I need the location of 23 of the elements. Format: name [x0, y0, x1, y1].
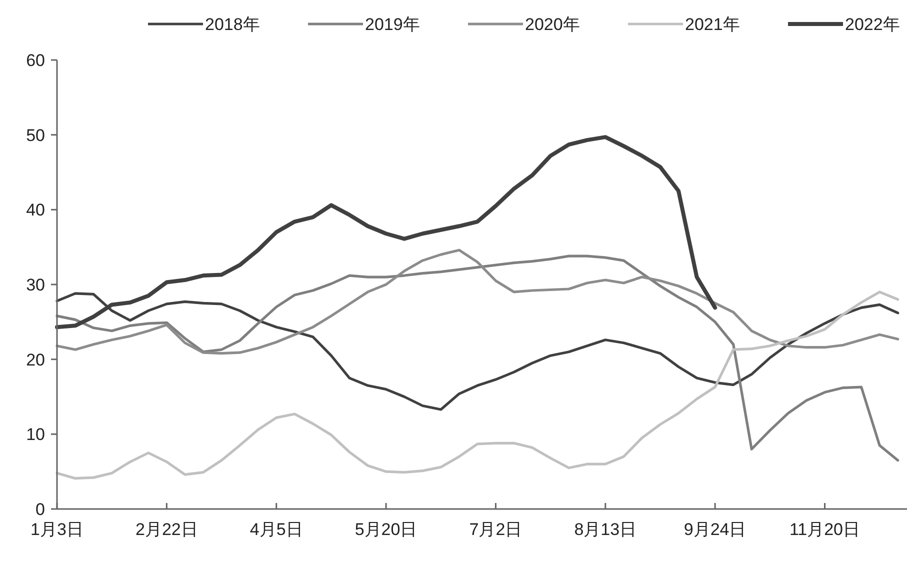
x-tick-label: 5月20日: [354, 520, 418, 539]
legend-label: 2019年: [365, 14, 420, 34]
legend-label: 2018年: [205, 14, 260, 34]
y-tick-label: 40: [26, 200, 45, 220]
x-tick-label: 7月2日: [469, 520, 522, 539]
x-tick-label: 8月13日: [574, 520, 637, 539]
x-tick-label: 2月22日: [135, 520, 198, 539]
line-series: [56, 248, 900, 355]
y-tick-label: 20: [26, 350, 45, 370]
x-tick-label: 11月20日: [789, 520, 860, 539]
y-tick-label: 30: [26, 275, 45, 294]
line-series: [56, 290, 900, 480]
x-tick-label: 4月5日: [250, 520, 303, 539]
x-tick-label: 1月3日: [30, 520, 84, 539]
legend-label: 2020年: [525, 14, 580, 34]
y-tick-label: 60: [26, 50, 45, 70]
x-tick-label: 9月24日: [684, 520, 746, 539]
y-tick-label: 50: [26, 126, 45, 145]
legend-label: 2022年: [845, 14, 900, 34]
y-tick-label: 0: [36, 500, 45, 519]
line-series: [56, 254, 900, 462]
y-tick-label: 10: [26, 425, 45, 444]
legend-label: 2021年: [685, 14, 740, 34]
